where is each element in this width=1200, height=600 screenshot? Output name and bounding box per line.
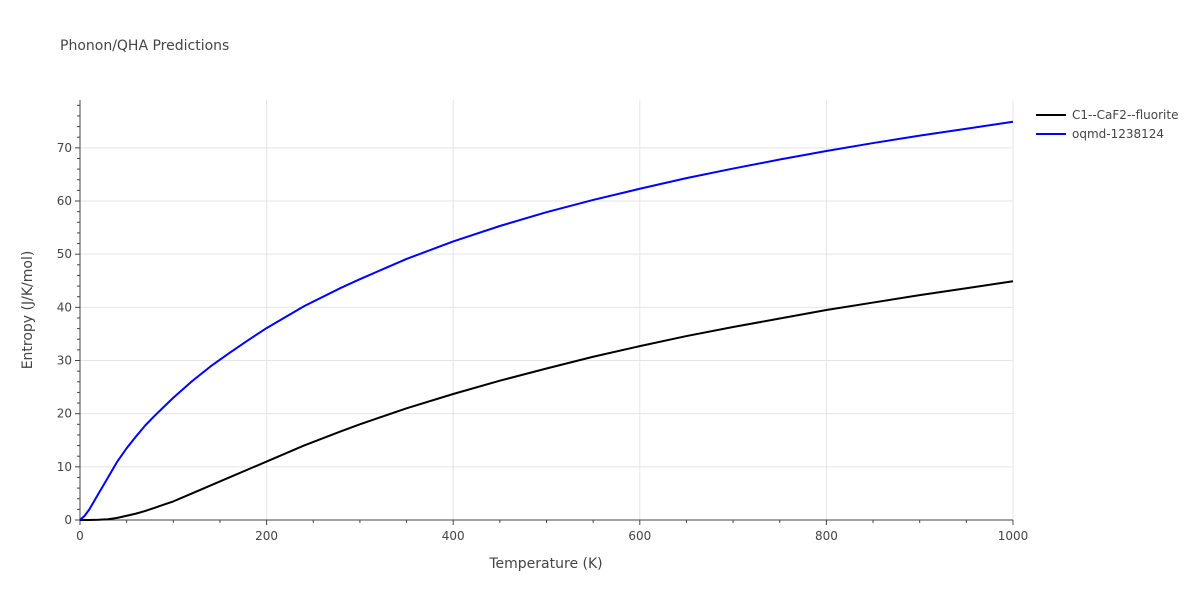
x-axis-title: Temperature (K): [488, 556, 602, 572]
x-tick-label: 400: [442, 529, 465, 543]
y-axis-title: Entropy (J/K/mol): [20, 251, 36, 370]
y-tick-label: 20: [57, 407, 72, 421]
series-line-1: [80, 280, 1014, 521]
series-lines: [79, 120, 1014, 521]
y-tick-label: 70: [57, 141, 72, 155]
y-tick-label: 60: [57, 194, 72, 208]
axes: 0 200 400 600 800 1000 0 10 20 30 40 50 60 70: [57, 100, 1029, 543]
x-tick-label: 600: [628, 529, 651, 543]
x-tick-label: 200: [255, 529, 278, 543]
x-tick-label: 800: [815, 529, 838, 543]
x-tick-label: 1000: [998, 529, 1029, 543]
legend[interactable]: C1--CaF2--fluorite oqmd-1238124: [1036, 108, 1178, 141]
series-line-2: [79, 120, 1014, 521]
x-tick-label: 0: [76, 529, 84, 543]
y-tick-label: 0: [64, 513, 72, 527]
legend-label: C1--CaF2--fluorite: [1072, 108, 1178, 122]
legend-label: oqmd-1238124: [1072, 127, 1164, 141]
grid: [80, 100, 1014, 520]
y-tick-label: 10: [57, 460, 72, 474]
y-tick-label: 30: [57, 354, 72, 368]
chart-title: Phonon/QHA Predictions: [60, 38, 229, 54]
legend-item[interactable]: C1--CaF2--fluorite: [1036, 108, 1178, 122]
y-tick-label: 40: [57, 300, 72, 314]
y-tick-label: 50: [57, 247, 72, 261]
legend-item[interactable]: oqmd-1238124: [1036, 127, 1164, 141]
